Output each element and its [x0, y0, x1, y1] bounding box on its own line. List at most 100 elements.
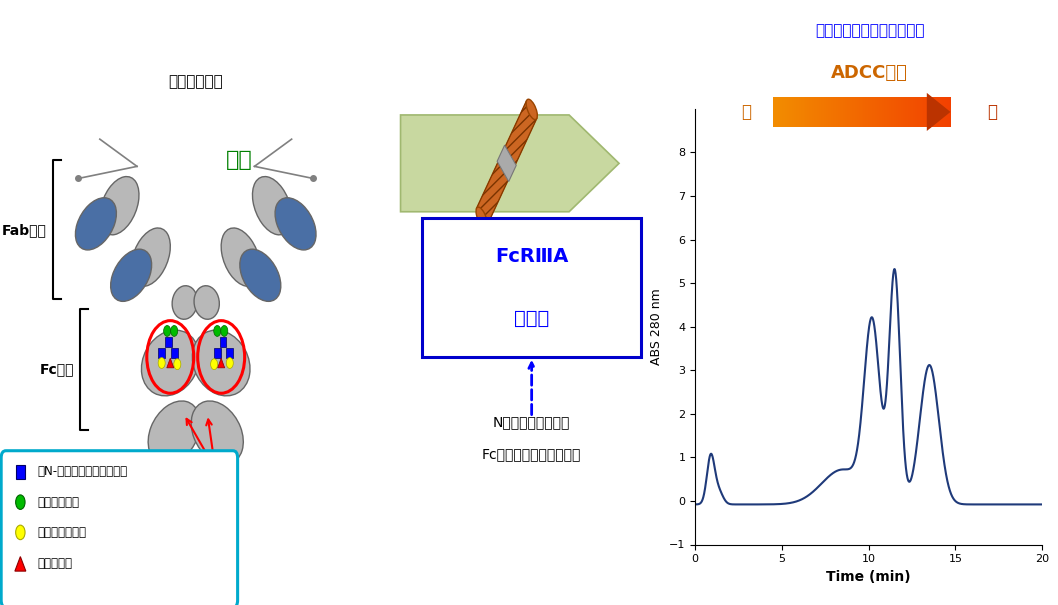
- Circle shape: [16, 525, 25, 540]
- Ellipse shape: [172, 286, 198, 319]
- Bar: [851, 97, 853, 126]
- Bar: [847, 97, 850, 126]
- Bar: [880, 97, 882, 126]
- Y-axis label: ABS 280 nm: ABS 280 nm: [651, 289, 663, 365]
- Bar: [946, 97, 948, 126]
- Bar: [840, 97, 842, 126]
- Bar: [898, 97, 900, 126]
- Ellipse shape: [111, 249, 151, 301]
- Bar: [791, 97, 794, 126]
- Bar: [925, 97, 926, 126]
- Ellipse shape: [275, 198, 316, 250]
- Bar: [870, 97, 872, 126]
- Bar: [836, 97, 837, 126]
- Bar: [895, 97, 896, 126]
- Bar: [808, 97, 810, 126]
- Bar: [868, 97, 870, 126]
- Bar: [835, 97, 836, 126]
- Bar: [476, 100, 536, 226]
- Bar: [863, 97, 864, 126]
- Bar: [875, 97, 876, 126]
- Bar: [888, 97, 890, 126]
- Bar: [818, 97, 820, 126]
- Bar: [906, 97, 908, 126]
- Bar: [171, 347, 178, 358]
- Bar: [226, 347, 233, 358]
- Bar: [787, 97, 789, 126]
- Circle shape: [170, 325, 178, 336]
- Circle shape: [214, 325, 221, 336]
- Bar: [920, 97, 923, 126]
- Bar: [910, 97, 912, 126]
- Bar: [879, 97, 881, 126]
- Bar: [931, 97, 933, 126]
- Text: 強: 強: [987, 103, 997, 121]
- Bar: [883, 97, 884, 126]
- Bar: [776, 97, 777, 126]
- Bar: [788, 97, 790, 126]
- Bar: [918, 97, 920, 126]
- Bar: [809, 97, 811, 126]
- Bar: [839, 97, 841, 126]
- Bar: [214, 347, 220, 358]
- Bar: [858, 97, 860, 126]
- Bar: [948, 97, 950, 126]
- Bar: [782, 97, 784, 126]
- Bar: [876, 97, 878, 126]
- Ellipse shape: [526, 99, 537, 120]
- Ellipse shape: [221, 228, 260, 286]
- Bar: [846, 97, 849, 126]
- Text: 抗体: 抗体: [225, 150, 252, 171]
- Bar: [864, 97, 865, 126]
- Text: Fc領域: Fc領域: [40, 362, 74, 376]
- Text: N型糖鎖に起因する: N型糖鎖に起因する: [493, 416, 570, 430]
- FancyArrow shape: [401, 115, 619, 212]
- Bar: [790, 97, 792, 126]
- Bar: [826, 97, 827, 126]
- Bar: [914, 97, 915, 126]
- Bar: [894, 97, 895, 126]
- Text: 糖鎖: 糖鎖: [205, 478, 225, 496]
- Bar: [805, 97, 806, 126]
- Bar: [781, 97, 783, 126]
- Circle shape: [221, 325, 227, 336]
- Bar: [905, 97, 906, 126]
- Bar: [919, 97, 922, 126]
- Bar: [938, 97, 941, 126]
- X-axis label: Time (min): Time (min): [826, 570, 911, 584]
- Bar: [901, 97, 904, 126]
- Bar: [783, 97, 785, 126]
- Bar: [815, 97, 816, 126]
- Bar: [857, 97, 859, 126]
- Bar: [886, 97, 887, 126]
- Ellipse shape: [253, 177, 292, 235]
- Text: Fc領域の構造変化を認識: Fc領域の構造変化を認識: [482, 448, 581, 462]
- Bar: [896, 97, 898, 126]
- Bar: [867, 97, 869, 126]
- Bar: [819, 97, 821, 126]
- Bar: [799, 97, 801, 126]
- Bar: [824, 97, 825, 126]
- Text: ：マンノース: ：マンノース: [37, 495, 79, 509]
- Bar: [820, 97, 822, 126]
- Bar: [798, 97, 800, 126]
- Bar: [899, 97, 901, 126]
- Bar: [837, 97, 839, 126]
- Text: ：N-アセチルグルコサミン: ：N-アセチルグルコサミン: [37, 465, 127, 479]
- Bar: [816, 97, 817, 126]
- Bar: [422, 218, 641, 357]
- Polygon shape: [167, 358, 174, 368]
- Bar: [933, 97, 934, 126]
- Bar: [850, 97, 852, 126]
- Bar: [878, 97, 880, 126]
- Text: 抗原結合部位: 抗原結合部位: [168, 74, 223, 89]
- Bar: [801, 97, 803, 126]
- Bar: [915, 97, 916, 126]
- Circle shape: [211, 359, 218, 370]
- Circle shape: [158, 358, 165, 368]
- Bar: [909, 97, 911, 126]
- Bar: [811, 97, 814, 126]
- Bar: [935, 97, 937, 126]
- Bar: [777, 97, 778, 126]
- Text: Fab領域: Fab領域: [2, 223, 47, 237]
